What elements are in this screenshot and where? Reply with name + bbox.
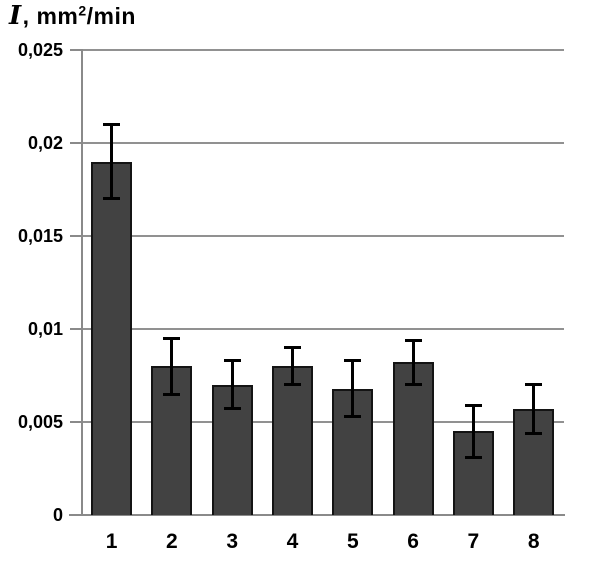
- error-bar-line: [230, 360, 234, 409]
- error-bar-cap: [525, 383, 543, 387]
- error-bar-line: [110, 124, 114, 199]
- y-tick-label: 0,01: [27, 319, 63, 339]
- y-axis-title: I, mm2/min: [9, 1, 136, 31]
- error-bar-cap: [525, 431, 543, 435]
- x-axis-line: [69, 514, 565, 516]
- bar: [513, 408, 555, 515]
- error-bar-cap: [344, 414, 362, 418]
- x-tick-label: 8: [527, 530, 540, 553]
- y-axis-tick: [70, 49, 83, 51]
- error-bar-cap: [404, 338, 422, 342]
- x-tick-label: 5: [346, 530, 359, 553]
- y-axis-tick: [70, 328, 83, 330]
- y-axis-unit-sup: 2: [78, 2, 87, 19]
- y-tick-label: 0,02: [27, 133, 63, 153]
- y-axis-tick: [70, 142, 83, 144]
- error-bar-line: [291, 347, 294, 385]
- y-tick-label: 0,005: [17, 412, 63, 432]
- error-bar-line: [351, 360, 355, 417]
- x-tick-label: 6: [407, 530, 419, 553]
- x-tick-label: 3: [226, 530, 239, 553]
- x-tick-label: 7: [467, 530, 480, 553]
- bar: [392, 362, 434, 515]
- y-tick-label: 0,015: [17, 226, 63, 246]
- gridline: [83, 328, 564, 330]
- error-bar-cap: [163, 336, 181, 340]
- error-bar-line: [471, 405, 475, 458]
- error-bar-cap: [103, 122, 121, 126]
- error-bar-cap: [464, 403, 482, 407]
- error-bar-line: [170, 338, 174, 395]
- y-tick-label: 0: [52, 505, 63, 525]
- error-bar-cap: [223, 407, 241, 411]
- x-tick-label: 2: [166, 530, 178, 553]
- y-axis-tick: [70, 421, 83, 423]
- gridline: [83, 49, 564, 51]
- plot-area: [83, 49, 564, 515]
- error-bar-line: [411, 340, 415, 385]
- y-axis-line: [81, 50, 83, 515]
- gridline: [83, 421, 564, 423]
- y-axis-unit-pre: , mm: [22, 3, 79, 29]
- gridline: [83, 142, 564, 144]
- y-axis-unit-post: /min: [86, 3, 136, 29]
- error-bar-cap: [404, 383, 422, 387]
- y-axis-symbol: I: [9, 1, 22, 31]
- error-bar-cap: [223, 359, 241, 363]
- error-bar-cap: [284, 383, 301, 387]
- error-bar-cap: [103, 197, 121, 201]
- y-axis-tick: [70, 235, 83, 237]
- error-bar-cap: [163, 392, 181, 396]
- error-bar-cap: [344, 359, 362, 363]
- y-tick-label: 0,025: [17, 40, 63, 60]
- x-tick-label: 1: [105, 530, 118, 553]
- error-bar-cap: [464, 455, 482, 459]
- error-bar-line: [532, 384, 536, 434]
- bar: [272, 366, 313, 515]
- error-bar-cap: [284, 346, 301, 350]
- x-tick-label: 4: [286, 530, 299, 553]
- gridline: [83, 235, 564, 237]
- bar: [91, 161, 133, 515]
